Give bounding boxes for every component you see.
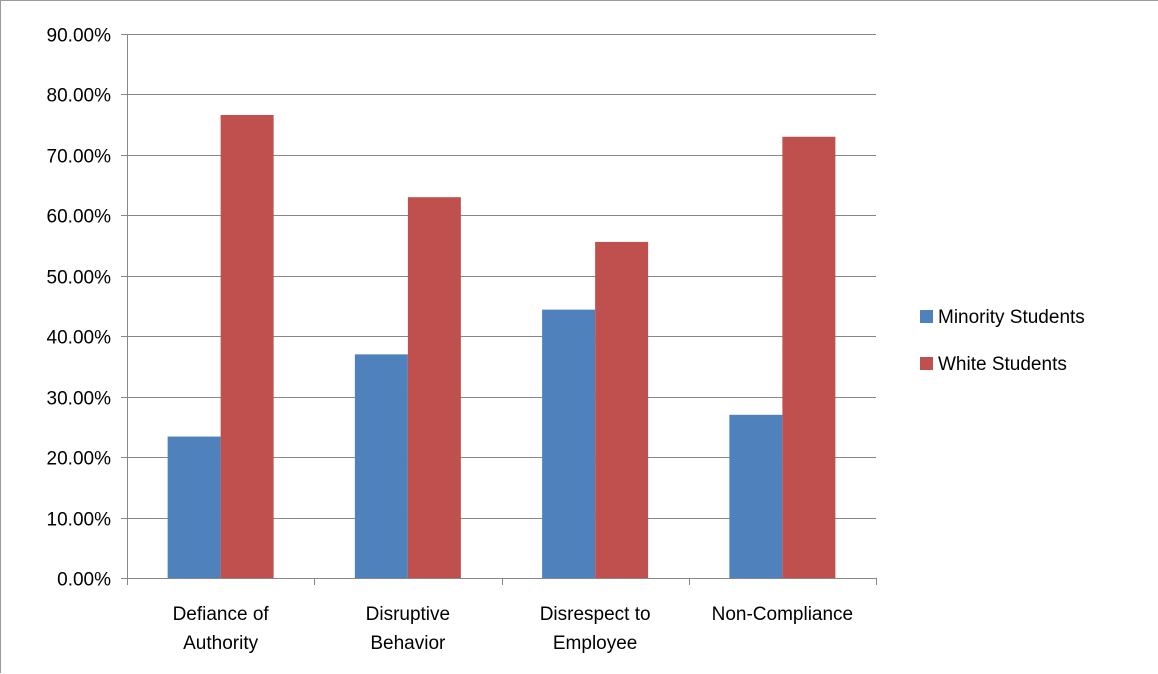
bar-minority-3 (729, 414, 783, 578)
bar-white-2 (595, 241, 649, 578)
axes (121, 34, 877, 585)
y-tick-label: 40.00% (47, 328, 112, 349)
bar-minority-1 (354, 354, 408, 578)
bar-minority-2 (542, 309, 596, 578)
bar-white-3 (782, 136, 836, 578)
y-tick-label: 80.00% (47, 86, 112, 107)
bars (167, 114, 836, 579)
y-axis-tick-labels: 0.00% 10.00% 20.00% 30.00% 40.00% 50.00% 60.00… (47, 26, 112, 591)
legend: Minority Students White Students (920, 307, 1085, 375)
y-tick-label: 90.00% (47, 26, 112, 47)
bar-minority-0 (167, 436, 221, 578)
legend-label: Minority Students (938, 307, 1085, 328)
legend-swatch (920, 357, 933, 370)
y-tick-label: 50.00% (47, 268, 112, 289)
bar-white-1 (407, 197, 461, 578)
x-category-label: Non-Compliance (712, 604, 854, 625)
y-tick-label: 20.00% (47, 449, 112, 470)
y-tick-label: 0.00% (57, 570, 111, 591)
x-axis-category-labels: Defiance of Authority Disruptive Behavior Di… (173, 604, 854, 654)
x-category-label: Disruptive Behavior (366, 604, 450, 654)
x-category-label: Defiance of Authority (173, 604, 270, 654)
y-tick-label: 70.00% (47, 147, 112, 168)
x-category-label: Disrespect to Employee (540, 604, 651, 654)
y-tick-label: 10.00% (47, 510, 112, 531)
y-tick-label: 30.00% (47, 389, 112, 410)
legend-swatch (920, 310, 933, 323)
bar-white-0 (220, 114, 274, 579)
legend-label: White Students (938, 354, 1067, 375)
y-tick-label: 60.00% (47, 207, 112, 228)
